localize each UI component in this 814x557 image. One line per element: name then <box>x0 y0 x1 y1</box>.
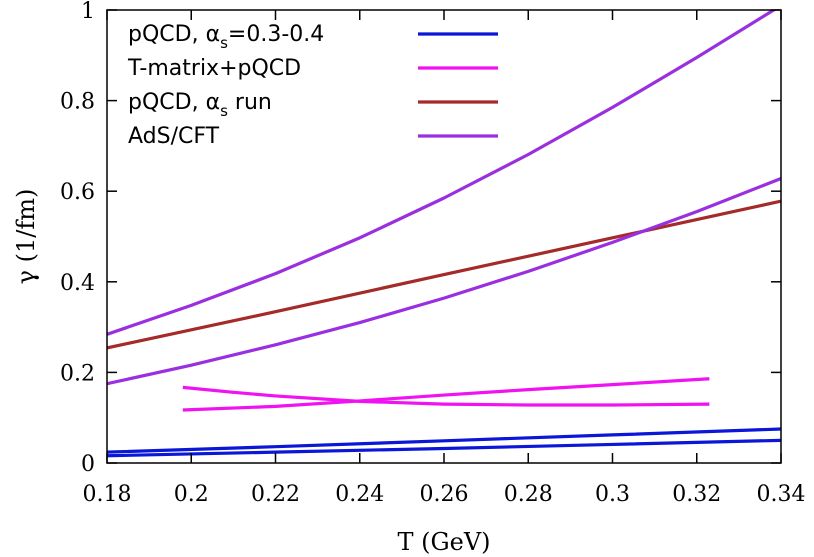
axis-ticks <box>106 9 782 464</box>
series-line-4 <box>182 385 710 407</box>
legend-label-main: T-matrix+pQCD <box>127 56 301 81</box>
legend-label: pQCD, αs=0.3-0.4 <box>128 22 324 52</box>
legend-label-suffix: =0.3-0.4 <box>228 22 324 47</box>
series-line-5 <box>107 199 781 350</box>
legend-label-subscript: s <box>220 34 228 52</box>
legend-label-subscript: s <box>220 102 228 120</box>
legend-label-main: pQCD, α <box>128 90 220 115</box>
x-tick-label: 0.32 <box>672 482 721 507</box>
x-tick-label: 0.28 <box>504 482 553 507</box>
legend-entry: pQCD, αs=0.3-0.4 <box>128 22 498 52</box>
legend-label: AdS/CFT <box>128 124 220 149</box>
y-axis-title: γ (1/fm) <box>12 189 40 285</box>
legend-label-suffix: run <box>228 90 272 115</box>
y-tick-label: 0.2 <box>60 361 95 386</box>
x-tick-label: 0.26 <box>420 482 469 507</box>
x-tick-label: 0.18 <box>83 482 132 507</box>
series-line-3 <box>182 377 710 412</box>
x-tick-label: 0.22 <box>251 482 300 507</box>
x-tick-label: 0.3 <box>595 482 630 507</box>
series-line-2 <box>107 438 781 458</box>
legend-entry: pQCD, αs run <box>128 90 498 120</box>
legend-label-main: pQCD, α <box>128 22 220 47</box>
axis-tick-labels: 0.18 0.2 0.22 0.24 0.26 0.28 0.3 0.32 0.34 0 0.2 0.… <box>60 0 805 507</box>
legend-label: T-matrix+pQCD <box>127 56 301 81</box>
x-tick-label: 0.2 <box>174 482 209 507</box>
legend-label-main: AdS/CFT <box>128 124 220 149</box>
y-tick-label: 0.8 <box>60 90 95 115</box>
x-axis-title: T (GeV) <box>397 528 490 556</box>
y-tick-label: 0 <box>81 452 95 477</box>
y-tick-label: 1 <box>81 0 95 24</box>
plot-lines <box>107 10 781 458</box>
legend-label: pQCD, αs run <box>128 90 272 120</box>
y-tick-label: 0.6 <box>60 180 95 205</box>
legend-entry: T-matrix+pQCD <box>127 56 498 81</box>
series-line-6 <box>107 10 777 336</box>
legend-entry: AdS/CFT <box>128 124 498 149</box>
series-line-1 <box>107 427 781 454</box>
x-tick-label: 0.34 <box>757 482 806 507</box>
series-line-7 <box>107 177 781 386</box>
y-tick-label: 0.4 <box>60 271 95 296</box>
x-tick-label: 0.24 <box>335 482 384 507</box>
